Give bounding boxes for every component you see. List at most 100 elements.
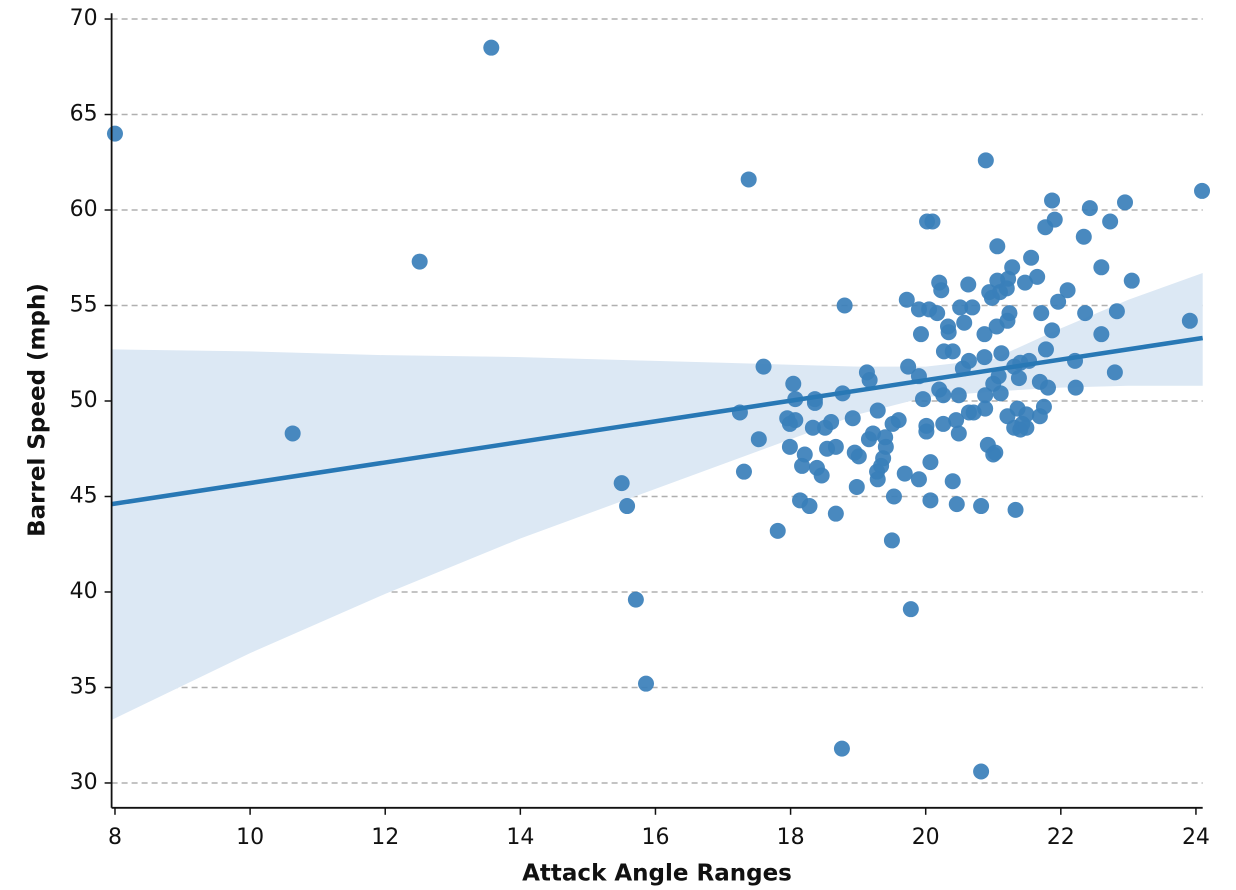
point <box>1093 326 1110 343</box>
point <box>1081 200 1098 217</box>
x-tick-label: 8 <box>108 825 122 850</box>
point <box>964 299 981 316</box>
y-tick-label: 50 <box>70 388 98 413</box>
point <box>836 297 853 314</box>
point <box>956 314 973 331</box>
point <box>613 475 630 492</box>
confidence-band <box>111 273 1203 720</box>
point <box>902 601 919 618</box>
point <box>929 305 946 322</box>
point <box>948 496 965 513</box>
point <box>935 415 952 432</box>
point <box>627 591 644 608</box>
regression-line <box>111 335 1204 507</box>
point <box>781 415 798 432</box>
point <box>1106 364 1123 381</box>
point <box>985 446 1002 463</box>
point <box>952 299 969 316</box>
point <box>1044 322 1061 339</box>
point <box>922 454 939 471</box>
point <box>992 385 1009 402</box>
point <box>827 505 844 522</box>
x-tick-label: 10 <box>236 825 264 850</box>
point <box>1108 303 1125 320</box>
point <box>1018 419 1035 436</box>
point <box>619 498 636 515</box>
point <box>769 522 786 539</box>
point <box>900 358 917 375</box>
point <box>781 438 798 455</box>
point <box>948 412 965 429</box>
point <box>940 324 957 341</box>
point <box>740 171 757 188</box>
point <box>944 473 961 490</box>
x-tick-label: 14 <box>506 825 534 850</box>
point <box>106 125 123 142</box>
point <box>869 402 886 419</box>
point <box>884 415 901 432</box>
point <box>1033 305 1050 322</box>
point <box>922 492 939 509</box>
point <box>735 463 752 480</box>
point <box>1059 282 1076 299</box>
point <box>819 440 836 457</box>
point <box>1075 228 1092 245</box>
point <box>796 446 813 463</box>
x-tick-label: 24 <box>1182 825 1210 850</box>
y-tick-label: 30 <box>70 770 98 795</box>
point <box>861 371 878 388</box>
point <box>935 387 952 404</box>
x-tick-label: 16 <box>641 825 669 850</box>
point <box>1077 305 1094 322</box>
point <box>817 419 834 436</box>
point <box>1037 219 1054 236</box>
point <box>869 471 886 488</box>
point <box>933 282 950 299</box>
y-tick-label: 45 <box>70 483 98 508</box>
point <box>1067 379 1084 396</box>
point <box>944 343 961 360</box>
point <box>804 419 821 436</box>
point <box>960 276 977 293</box>
point <box>411 253 428 270</box>
point <box>755 358 772 375</box>
point <box>924 213 941 230</box>
point <box>1007 501 1024 518</box>
point <box>1102 213 1119 230</box>
point <box>973 498 990 515</box>
point <box>1029 268 1046 285</box>
x-tick-label: 18 <box>777 825 805 850</box>
point <box>1123 272 1140 289</box>
y-tick-label: 35 <box>70 674 98 699</box>
y-tick-label: 70 <box>70 6 98 31</box>
point <box>1023 249 1040 266</box>
point <box>977 152 994 169</box>
point <box>638 675 655 692</box>
point <box>965 404 982 421</box>
point <box>848 478 865 495</box>
point <box>976 326 993 343</box>
point <box>750 431 767 448</box>
point <box>785 375 802 392</box>
point <box>1181 312 1198 329</box>
x-tick-label: 20 <box>912 825 940 850</box>
point <box>973 763 990 780</box>
point <box>950 425 967 442</box>
x-tick-label: 12 <box>371 825 399 850</box>
point <box>1037 341 1054 358</box>
point <box>998 280 1015 297</box>
point <box>1009 400 1026 417</box>
point <box>885 488 902 505</box>
y-tick-label: 40 <box>70 579 98 604</box>
point <box>813 467 830 484</box>
point <box>912 326 929 343</box>
point <box>1017 274 1034 291</box>
point <box>1093 259 1110 276</box>
point <box>850 448 867 465</box>
point <box>988 318 1005 335</box>
point <box>976 349 993 366</box>
point <box>883 532 900 549</box>
point <box>910 301 927 318</box>
point <box>833 740 850 757</box>
point <box>1117 194 1134 211</box>
